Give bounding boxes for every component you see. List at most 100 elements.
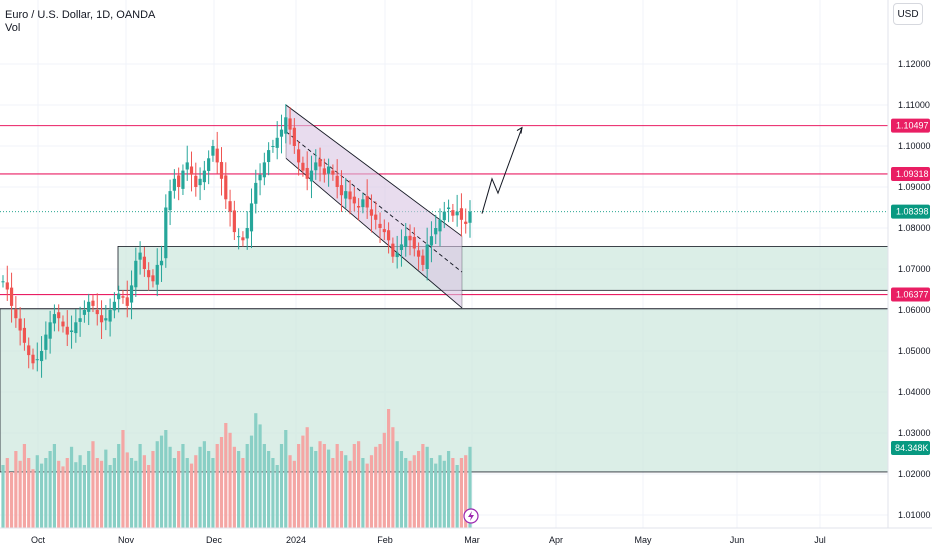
candle-body — [185, 162, 189, 170]
volume-bar — [22, 444, 27, 528]
volume-bar — [202, 441, 206, 528]
candle-body — [215, 148, 219, 163]
candle-body — [177, 175, 181, 187]
volume-bar — [159, 435, 164, 528]
volume-bar — [57, 460, 61, 528]
volume-bar — [254, 413, 258, 528]
candle-body — [468, 211, 472, 223]
volume-bar — [168, 446, 172, 528]
time-tick-label: 2024 — [286, 535, 306, 545]
candle-body — [39, 351, 44, 362]
candle-body — [374, 214, 378, 220]
price-tick-label: 1.12000 — [898, 59, 931, 69]
volume-bar — [399, 451, 404, 528]
candle-body — [279, 129, 284, 137]
price-label-text: 1.09318 — [896, 169, 929, 179]
volume-bar — [382, 432, 386, 528]
candle-body — [451, 210, 455, 216]
time-tick-label: May — [634, 535, 652, 545]
volume-bar — [138, 444, 142, 528]
candle-body — [249, 203, 254, 232]
volume-bar — [181, 444, 185, 528]
volume-bar — [408, 460, 412, 528]
candle-body — [194, 175, 198, 187]
volume-bar — [429, 458, 434, 528]
volume-bar — [258, 424, 262, 528]
volume-bar — [39, 463, 44, 528]
candle-body — [142, 256, 146, 269]
price-tick-label: 1.05000 — [898, 346, 931, 356]
lightning-icon[interactable] — [463, 508, 479, 524]
volume-bar — [108, 465, 112, 528]
candle-body — [327, 166, 331, 174]
candle-body — [369, 209, 374, 216]
candle-body — [275, 137, 279, 148]
candle-body — [61, 321, 65, 327]
volume-bar — [5, 458, 9, 528]
volume-bar — [172, 458, 176, 528]
volume-bar — [18, 460, 22, 528]
candle-body — [104, 318, 108, 321]
volume-bar — [297, 444, 301, 528]
volume-bar — [27, 458, 31, 528]
price-label-box — [891, 118, 930, 133]
volume-bar — [78, 455, 82, 528]
candle-body — [129, 285, 134, 303]
candle-body — [284, 117, 288, 134]
volume-bar — [237, 451, 241, 528]
volume-bar — [185, 458, 189, 528]
candle-body — [211, 146, 215, 156]
candle-body — [425, 244, 429, 269]
chart-title: Euro / U.S. Dollar, 1D, OANDA — [5, 9, 156, 21]
volume-bar — [365, 463, 369, 528]
projection-line — [481, 127, 523, 214]
volume-bar — [352, 444, 356, 528]
volume-bar — [369, 455, 374, 528]
volume-bar — [129, 458, 134, 528]
candle-body — [386, 230, 391, 241]
volume-bars — [1, 409, 472, 528]
volume-bar — [35, 455, 39, 528]
volume-bar — [65, 458, 69, 528]
volume-bar — [121, 430, 125, 528]
price-axis[interactable]: 1.12000 1.11000 1.10000 1.09000 1.08000 1.070… — [898, 59, 931, 520]
candle-body — [395, 252, 399, 258]
candle-body — [254, 182, 258, 204]
candle-body — [378, 223, 382, 228]
candle-body — [382, 229, 386, 233]
time-axis[interactable]: Oct Nov Dec 2024 Feb Mar Apr May Jun Jul — [0, 527, 932, 545]
volume-bar — [232, 446, 236, 528]
volume-bar — [288, 455, 292, 528]
volume-bar — [361, 458, 365, 528]
volume-bar — [284, 430, 288, 528]
candle-body — [361, 199, 365, 208]
candle-body — [219, 162, 224, 179]
volume-bar — [267, 451, 271, 528]
volume-bar — [335, 444, 339, 528]
candle-body — [301, 162, 305, 171]
candle-body — [207, 158, 211, 171]
volume-bar — [446, 451, 451, 528]
volume-bar — [245, 444, 249, 528]
price-tick-label: 1.11000 — [898, 100, 930, 110]
candle-body — [459, 208, 464, 220]
volume-bar — [275, 465, 279, 528]
time-tick-label: Dec — [206, 535, 223, 545]
volume-bar — [451, 458, 455, 528]
projection-path — [481, 126, 523, 214]
support-zones — [0, 246, 889, 473]
currency-button[interactable]: USD — [893, 3, 923, 25]
candle-body — [27, 345, 31, 356]
candle-body — [241, 237, 245, 241]
candle-body — [297, 149, 301, 163]
volume-bar — [69, 446, 74, 528]
volume-bar — [211, 458, 215, 528]
volume-bar — [391, 427, 395, 528]
candle-body — [48, 322, 52, 339]
volume-bar — [74, 462, 78, 528]
candle-body — [22, 327, 27, 343]
candle-body — [314, 162, 318, 171]
volume-bar — [438, 455, 442, 528]
volume-indicator-label[interactable]: Vol — [5, 22, 21, 34]
